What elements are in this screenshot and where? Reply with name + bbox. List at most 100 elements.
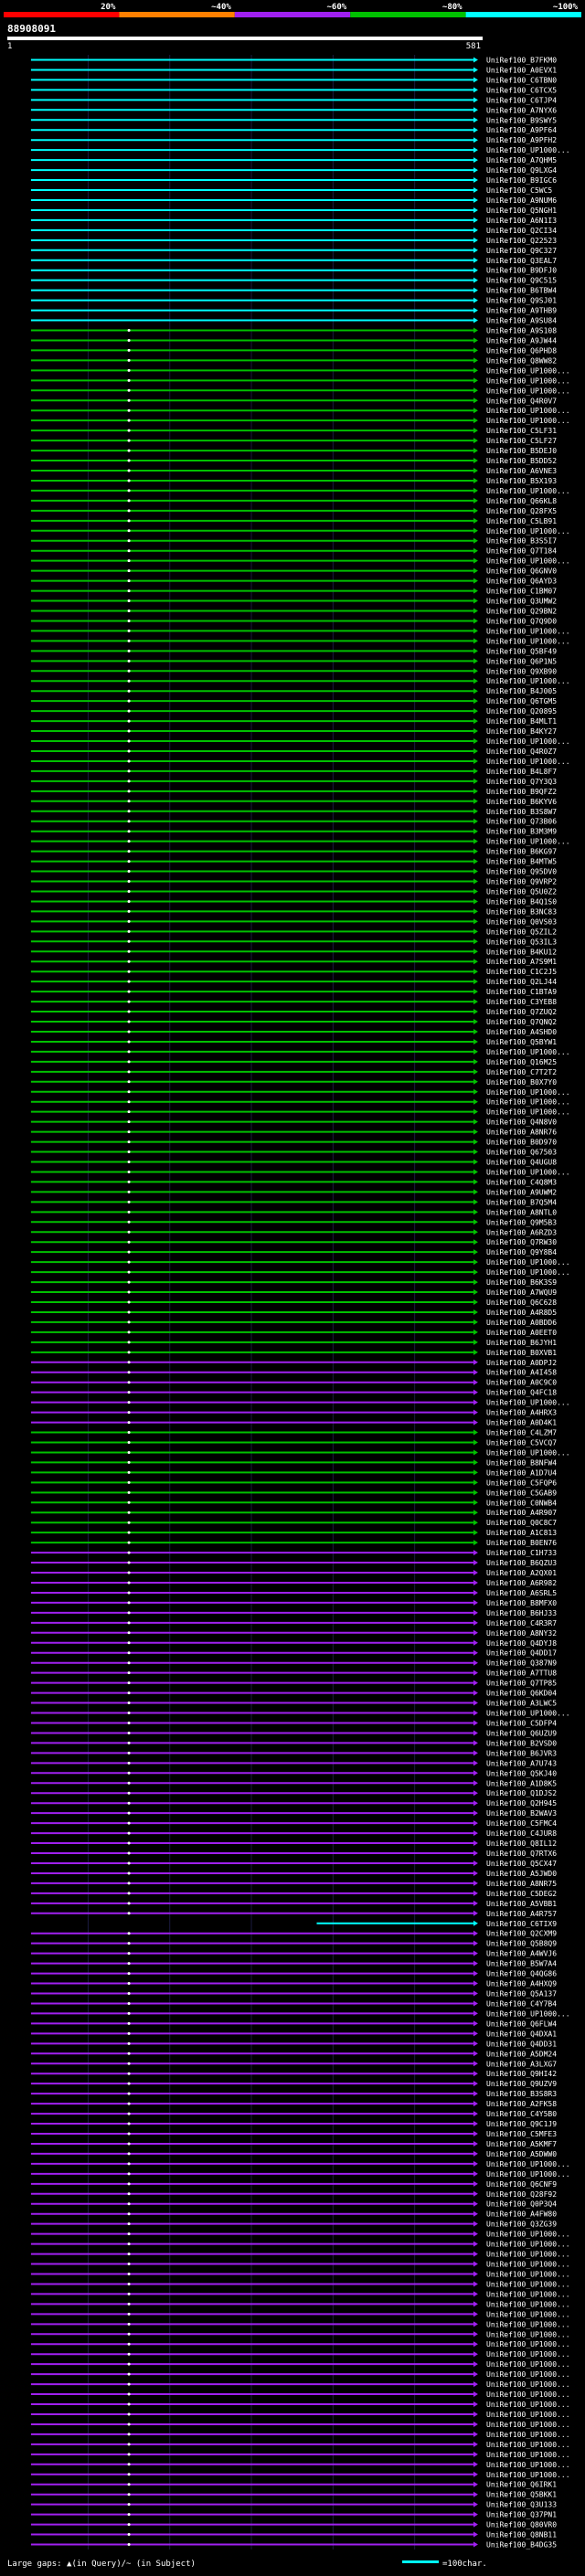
hit-label[interactable]: UniRef100_A0EET0 — [486, 1329, 557, 1337]
hit-label[interactable]: UniRef100_UP1000... — [486, 417, 570, 425]
hit-label[interactable]: UniRef100_C5LB91 — [486, 517, 557, 525]
hit-label[interactable]: UniRef100_Q9XB90 — [486, 667, 557, 675]
hit-label[interactable]: UniRef100_UP1000... — [486, 2421, 570, 2429]
hit-label[interactable]: UniRef100_B6TBW4 — [486, 287, 557, 295]
hit-label[interactable]: UniRef100_A7TTU8 — [486, 1670, 557, 1678]
hit-label[interactable]: UniRef100_A5VBB1 — [486, 1900, 557, 1908]
hit-label[interactable]: UniRef100_A2QX01 — [486, 1569, 557, 1577]
hit-label[interactable]: UniRef100_B6QZU3 — [486, 1559, 557, 1567]
hit-label[interactable]: UniRef100_Q8IL12 — [486, 1839, 557, 1848]
hit-label[interactable]: UniRef100_UP1000... — [486, 2261, 570, 2269]
hit-label[interactable]: UniRef100_B0D970 — [486, 1139, 557, 1147]
hit-label[interactable]: UniRef100_UP1000... — [486, 677, 570, 685]
hit-label[interactable]: UniRef100_B4Q1S0 — [486, 897, 557, 906]
hit-label[interactable]: UniRef100_C5WC5 — [486, 186, 552, 195]
hit-label[interactable]: UniRef100_A4R757 — [486, 1910, 557, 1918]
hit-label[interactable]: UniRef100_Q2H945 — [486, 1799, 557, 1807]
hit-label[interactable]: UniRef100_C1BM07 — [486, 588, 557, 596]
hit-label[interactable]: UniRef100_Q2LJ44 — [486, 978, 557, 986]
hit-label[interactable]: UniRef100_B5X193 — [486, 477, 557, 485]
hit-label[interactable]: UniRef100_A6RZD3 — [486, 1228, 557, 1236]
hit-label[interactable]: UniRef100_Q7RW30 — [486, 1238, 557, 1246]
hit-label[interactable]: UniRef100_B9IGC6 — [486, 176, 557, 185]
hit-label[interactable]: UniRef100_Q95DV0 — [486, 868, 557, 876]
hit-label[interactable]: UniRef100_A6VNE3 — [486, 467, 557, 475]
hit-label[interactable]: UniRef100_C4LZM7 — [486, 1429, 557, 1437]
hit-label[interactable]: UniRef100_Q9M5B3 — [486, 1218, 557, 1226]
hit-label[interactable]: UniRef100_Q3ZG39 — [486, 2221, 557, 2229]
hit-label[interactable]: UniRef100_Q7QNQ2 — [486, 1018, 557, 1026]
hit-label[interactable]: UniRef100_Q5U0Z2 — [486, 887, 557, 896]
hit-label[interactable]: UniRef100_Q4DD17 — [486, 1649, 557, 1658]
hit-label[interactable]: UniRef100_Q5BKK1 — [486, 2491, 557, 2499]
hit-label[interactable]: UniRef100_B9SWY5 — [486, 116, 557, 124]
hit-label[interactable]: UniRef100_Q6C628 — [486, 1299, 557, 1307]
hit-label[interactable]: UniRef100_Q67503 — [486, 1149, 557, 1157]
hit-label[interactable]: UniRef100_Q6TGM5 — [486, 697, 557, 705]
hit-label[interactable]: UniRef100_UP1000... — [486, 2401, 570, 2409]
hit-label[interactable]: UniRef100_Q6PHD8 — [486, 346, 557, 355]
hit-label[interactable]: UniRef100_UP1000... — [486, 1710, 570, 1718]
hit-label[interactable]: UniRef100_UP1000... — [486, 2390, 570, 2399]
hit-label[interactable]: UniRef100_Q9UZV9 — [486, 2080, 557, 2088]
hit-label[interactable]: UniRef100_B4KY27 — [486, 727, 557, 736]
hit-label[interactable]: UniRef100_UP1000... — [486, 557, 570, 566]
hit-label[interactable]: UniRef100_Q9C327 — [486, 247, 557, 255]
hit-label[interactable]: UniRef100_A8NR75 — [486, 1880, 557, 1888]
hit-label[interactable]: UniRef100_B3S8W7 — [486, 808, 557, 816]
hit-label[interactable]: UniRef100_Q7Q9D0 — [486, 617, 557, 625]
hit-label[interactable]: UniRef100_Q6P1N5 — [486, 657, 557, 665]
hit-label[interactable]: UniRef100_Q9HI42 — [486, 2070, 557, 2078]
hit-label[interactable]: UniRef100_C1C2J5 — [486, 968, 557, 976]
hit-label[interactable]: UniRef100_C5LF27 — [486, 437, 557, 445]
hit-label[interactable]: UniRef100_B8NFW4 — [486, 1458, 557, 1467]
hit-label[interactable]: UniRef100_A9THB9 — [486, 307, 557, 315]
hit-label[interactable]: UniRef100_A4HRX3 — [486, 1409, 557, 1417]
hit-label[interactable]: UniRef100_A3LWC5 — [486, 1700, 557, 1708]
hit-label[interactable]: UniRef100_Q4R0Z7 — [486, 747, 557, 756]
hit-label[interactable]: UniRef100_A9NUM6 — [486, 196, 557, 205]
hit-label[interactable]: UniRef100_Q6FLW4 — [486, 2019, 557, 2028]
hit-label[interactable]: UniRef100_Q9SJ01 — [486, 297, 557, 305]
hit-label[interactable]: UniRef100_UP1000... — [486, 838, 570, 846]
hit-label[interactable]: UniRef100_B4MTW5 — [486, 858, 557, 866]
hit-label[interactable]: UniRef100_A4R907 — [486, 1509, 557, 1517]
hit-label[interactable]: UniRef100_A6N1I3 — [486, 217, 557, 225]
hit-label[interactable]: UniRef100_UP1000... — [486, 758, 570, 766]
hit-label[interactable]: UniRef100_C4JUR8 — [486, 1829, 557, 1838]
hit-label[interactable]: UniRef100_UP1000... — [486, 2280, 570, 2288]
hit-label[interactable]: UniRef100_UP1000... — [486, 1088, 570, 1097]
hit-label[interactable]: UniRef100_Q5CX47 — [486, 1860, 557, 1868]
hit-label[interactable]: UniRef100_B7Q5M4 — [486, 1198, 557, 1206]
hit-label[interactable]: UniRef100_A9PF64 — [486, 126, 557, 134]
hit-label[interactable]: UniRef100_Q5KJ40 — [486, 1769, 557, 1777]
hit-label[interactable]: UniRef100_A9SU84 — [486, 317, 557, 325]
hit-label[interactable]: UniRef100_B0XVB1 — [486, 1349, 557, 1357]
hit-label[interactable]: UniRef100_A7NYX6 — [486, 106, 557, 114]
hit-label[interactable]: UniRef100_B4MLT1 — [486, 717, 557, 726]
hit-label[interactable]: UniRef100_UP1000... — [486, 2411, 570, 2419]
hit-label[interactable]: UniRef100_C5FMC4 — [486, 1819, 557, 1828]
hit-label[interactable]: UniRef100_B2WAV3 — [486, 1809, 557, 1818]
hit-label[interactable]: UniRef100_A4I458 — [486, 1369, 557, 1377]
hit-label[interactable]: UniRef100_B9QFZ2 — [486, 788, 557, 796]
hit-label[interactable]: UniRef100_UP1000... — [486, 1399, 570, 1407]
hit-label[interactable]: UniRef100_UP1000... — [486, 2251, 570, 2259]
hit-label[interactable]: UniRef100_Q66KL8 — [486, 497, 557, 505]
hit-label[interactable]: UniRef100_B3M3M9 — [486, 828, 557, 836]
hit-label[interactable]: UniRef100_Q1DJS2 — [486, 1789, 557, 1797]
hit-label[interactable]: UniRef100_Q5BYW1 — [486, 1038, 557, 1046]
hit-label[interactable]: UniRef100_UP1000... — [486, 2270, 570, 2278]
hit-label[interactable]: UniRef100_C0NWB4 — [486, 1499, 557, 1507]
hit-label[interactable]: UniRef100_UP1000... — [486, 737, 570, 746]
hit-label[interactable]: UniRef100_UP1000... — [486, 2370, 570, 2379]
hit-label[interactable]: UniRef100_Q0VS03 — [486, 917, 557, 926]
hit-label[interactable]: UniRef100_C4Y7B4 — [486, 1999, 557, 2008]
hit-label[interactable]: UniRef100_UP1000... — [486, 2360, 570, 2369]
hit-label[interactable]: UniRef100_B9DFJ0 — [486, 267, 557, 275]
hit-label[interactable]: UniRef100_Q8WW82 — [486, 356, 557, 365]
hit-label[interactable]: UniRef100_Q9VRP2 — [486, 878, 557, 886]
hit-label[interactable]: UniRef100_A0BDD6 — [486, 1319, 557, 1327]
hit-label[interactable]: UniRef100_C4Y5B0 — [486, 2110, 557, 2118]
hit-label[interactable]: UniRef100_UP1000... — [486, 2461, 570, 2469]
